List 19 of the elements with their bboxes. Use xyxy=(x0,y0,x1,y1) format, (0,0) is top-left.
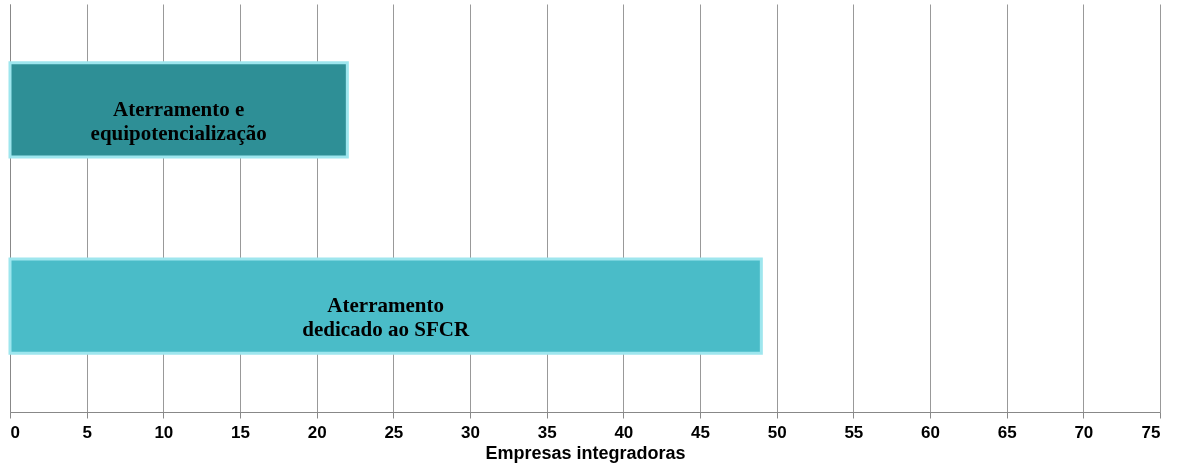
x-tick-label: 75 xyxy=(1141,422,1161,442)
x-tick-label: 35 xyxy=(537,422,557,442)
x-tick-label: 45 xyxy=(691,422,710,442)
x-tick-label: 5 xyxy=(82,422,92,442)
x-tick-label: 30 xyxy=(461,422,480,442)
x-tick-label: 25 xyxy=(384,422,404,442)
x-tick-label: 15 xyxy=(231,422,250,442)
x-tick-label: 65 xyxy=(997,422,1017,442)
y-tick-label: Aterramento e equipotencialização xyxy=(90,96,267,145)
y-tick-label: Aterramento dedicado ao SFCR xyxy=(302,293,470,342)
x-tick-label: 10 xyxy=(154,422,174,442)
x-tick-label: 55 xyxy=(844,422,864,442)
x-tick-label: 60 xyxy=(921,422,940,442)
x-tick-label: 0 xyxy=(10,422,20,442)
x-tick-label: 50 xyxy=(767,422,787,442)
x-tick-label: 70 xyxy=(1074,422,1094,442)
x-axis-title: Empresas integradoras xyxy=(485,442,686,463)
x-tick-label: 40 xyxy=(614,422,634,442)
x-tick-label: 20 xyxy=(307,422,327,442)
